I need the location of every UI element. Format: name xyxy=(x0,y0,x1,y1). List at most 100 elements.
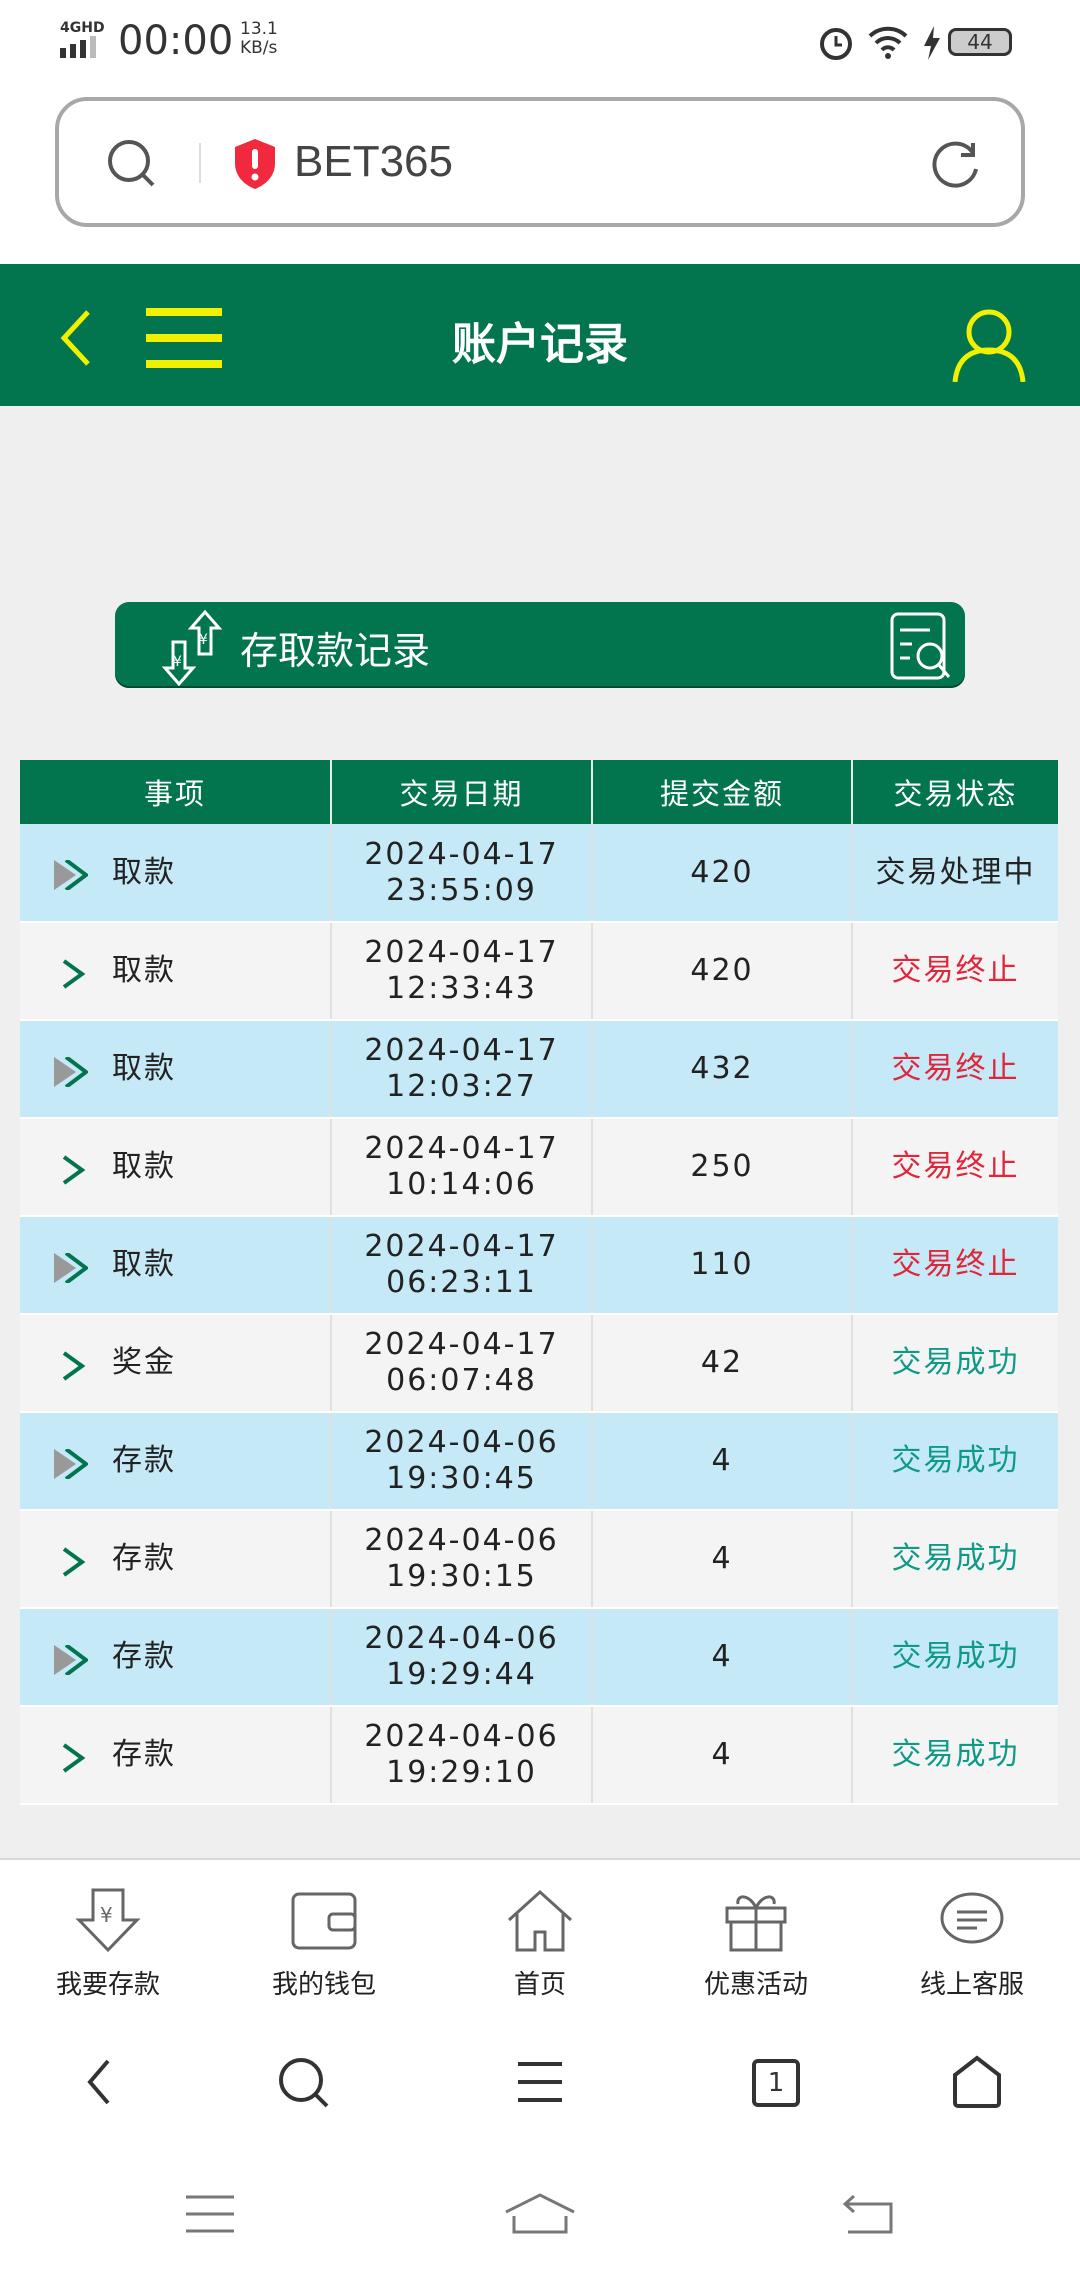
status-cell: 交易成功 xyxy=(852,1608,1058,1707)
date: 2024-04-06 xyxy=(364,1523,559,1558)
amount-cell: 4 xyxy=(592,1608,853,1707)
chevron-right-icon xyxy=(62,1351,86,1381)
system-back-icon[interactable] xyxy=(842,2192,896,2236)
date-cell: 2024-04-17 12:03:27 xyxy=(331,1020,593,1119)
chevron-right-icon xyxy=(62,959,86,989)
speed-unit: KB/s xyxy=(240,38,278,58)
wallet-icon xyxy=(291,1892,357,1950)
tab-deposit[interactable]: ¥ 我要存款 xyxy=(0,1860,216,2007)
date-cell: 2024-04-06 19:29:44 xyxy=(331,1608,593,1707)
table-row[interactable]: 存款 2024-04-06 19:30:15 4 交易成功 xyxy=(20,1510,1058,1609)
system-home-icon[interactable] xyxy=(504,2192,576,2236)
date-cell: 2024-04-06 19:30:15 xyxy=(331,1510,593,1609)
user-icon[interactable] xyxy=(950,306,1028,382)
records-table: 事项 交易日期 提交金额 交易状态 取款 2024-04-17 23:55:09 … xyxy=(20,760,1058,1805)
browser-menu-icon[interactable] xyxy=(516,2061,564,2103)
status-cell: 交易终止 xyxy=(852,1118,1058,1217)
date: 2024-04-17 xyxy=(364,1033,559,1068)
table-row[interactable]: 取款 2024-04-17 23:55:09 420 交易处理中 xyxy=(20,824,1058,923)
date: 2024-04-17 xyxy=(364,1229,559,1264)
table-row[interactable]: 取款 2024-04-17 12:33:43 420 交易终止 xyxy=(20,922,1058,1021)
item-cell: 存款 xyxy=(20,1706,332,1805)
tab-promotions[interactable]: 优惠活动 xyxy=(648,1860,864,2007)
wifi-icon xyxy=(868,26,908,59)
deposit-icon: ¥ xyxy=(75,1888,141,1953)
table-row[interactable]: 存款 2024-04-06 19:30:45 4 交易成功 xyxy=(20,1412,1058,1511)
time: 06:23:11 xyxy=(386,1265,537,1300)
amount-cell: 110 xyxy=(592,1216,853,1315)
table-row[interactable]: 取款 2024-04-17 10:14:06 250 交易终止 xyxy=(20,1118,1058,1217)
time: 12:03:27 xyxy=(386,1069,537,1104)
date-cell: 2024-04-06 19:29:10 xyxy=(331,1706,593,1805)
item-type: 取款 xyxy=(112,1247,176,1282)
table-row[interactable]: 取款 2024-04-17 12:03:27 432 交易终止 xyxy=(20,1020,1058,1119)
table-row[interactable]: 奖金 2024-04-17 06:07:48 42 交易成功 xyxy=(20,1314,1058,1413)
signal-icon xyxy=(60,36,96,58)
status-cell: 交易处理中 xyxy=(852,824,1058,923)
tabs-count-button[interactable]: 1 xyxy=(752,2059,800,2107)
chat-icon xyxy=(940,1892,1004,1944)
search-icon[interactable] xyxy=(105,137,159,191)
amount-cell: 4 xyxy=(592,1412,853,1511)
tab-home[interactable]: 首页 xyxy=(432,1860,648,2007)
date-cell: 2024-04-17 12:33:43 xyxy=(331,922,593,1021)
tab-wallet[interactable]: 我的钱包 xyxy=(216,1860,432,2007)
date: 2024-04-17 xyxy=(364,935,559,970)
date: 2024-04-17 xyxy=(364,1327,559,1362)
money-transfer-icon: ¥¥ xyxy=(161,610,223,686)
date-cell: 2024-04-17 06:07:48 xyxy=(331,1314,593,1413)
menu-icon[interactable] xyxy=(146,308,222,368)
status-cell: 交易终止 xyxy=(852,1216,1058,1315)
item-type: 存款 xyxy=(112,1737,176,1772)
url-text[interactable]: BET365 xyxy=(294,137,453,186)
item-type: 奖金 xyxy=(112,1345,176,1380)
time: 19:29:44 xyxy=(386,1657,537,1692)
date-cell: 2024-04-06 19:30:45 xyxy=(331,1412,593,1511)
item-cell: 取款 xyxy=(20,1020,332,1119)
status-cell: 交易成功 xyxy=(852,1412,1058,1511)
recent-apps-icon[interactable] xyxy=(184,2194,236,2234)
time: 19:30:15 xyxy=(386,1559,537,1594)
date: 2024-04-06 xyxy=(364,1621,559,1656)
status-cell: 交易终止 xyxy=(852,922,1058,1021)
tab-customer-service[interactable]: 线上客服 xyxy=(864,1860,1080,2007)
column-header-status: 交易状态 xyxy=(852,760,1058,824)
amount-cell: 4 xyxy=(592,1510,853,1609)
browser-search-icon[interactable] xyxy=(276,2055,332,2111)
speed-value: 13.1 xyxy=(240,19,278,39)
status-bar: 4GHD 00:00 13.1 KB/s 44 xyxy=(0,0,1080,80)
item-cell: 奖金 xyxy=(20,1314,332,1413)
column-header-date: 交易日期 xyxy=(331,760,593,824)
browser-toolbar: 1 xyxy=(0,2005,1080,2150)
date-cell: 2024-04-17 10:14:06 xyxy=(331,1118,593,1217)
browser-back-icon[interactable] xyxy=(84,2057,114,2107)
section-label: 存取款记录 xyxy=(240,629,431,673)
main-content: ¥ ¥ 存取款记录 事项 交易日期 提交金额 交易状态 取款 2024-04-17… xyxy=(0,406,1080,1858)
reload-icon[interactable] xyxy=(929,139,981,191)
amount-cell: 4 xyxy=(592,1706,853,1805)
chevron-right-icon xyxy=(62,1155,86,1185)
amount-cell: 420 xyxy=(592,922,853,1021)
status-cell: 交易成功 xyxy=(852,1706,1058,1805)
item-cell: 取款 xyxy=(20,1118,332,1217)
item-cell: 存款 xyxy=(20,1608,332,1707)
table-row[interactable]: 存款 2024-04-06 19:29:10 4 交易成功 xyxy=(20,1706,1058,1805)
table-row[interactable]: 存款 2024-04-06 19:29:44 4 交易成功 xyxy=(20,1608,1058,1707)
item-type: 存款 xyxy=(112,1541,176,1576)
charging-icon xyxy=(924,26,940,60)
deposit-withdrawal-records-button[interactable]: ¥ ¥ 存取款记录 xyxy=(115,602,965,688)
gift-icon xyxy=(725,1895,787,1952)
security-warning-icon[interactable] xyxy=(231,137,279,191)
address-bar[interactable]: BET365 xyxy=(55,97,1025,227)
chevron-right-icon xyxy=(54,1057,88,1087)
back-icon[interactable] xyxy=(56,308,96,368)
tab-label: 线上客服 xyxy=(919,1970,1024,2000)
browser-home-icon[interactable] xyxy=(952,2055,1002,2109)
time: 19:30:45 xyxy=(386,1461,537,1496)
time: 10:14:06 xyxy=(386,1167,537,1202)
tab-label: 我的钱包 xyxy=(271,1970,376,2000)
record-search-icon[interactable] xyxy=(890,612,958,682)
time: 06:07:48 xyxy=(386,1363,537,1398)
table-row[interactable]: 取款 2024-04-17 06:23:11 110 交易终止 xyxy=(20,1216,1058,1315)
item-cell: 取款 xyxy=(20,922,332,1021)
